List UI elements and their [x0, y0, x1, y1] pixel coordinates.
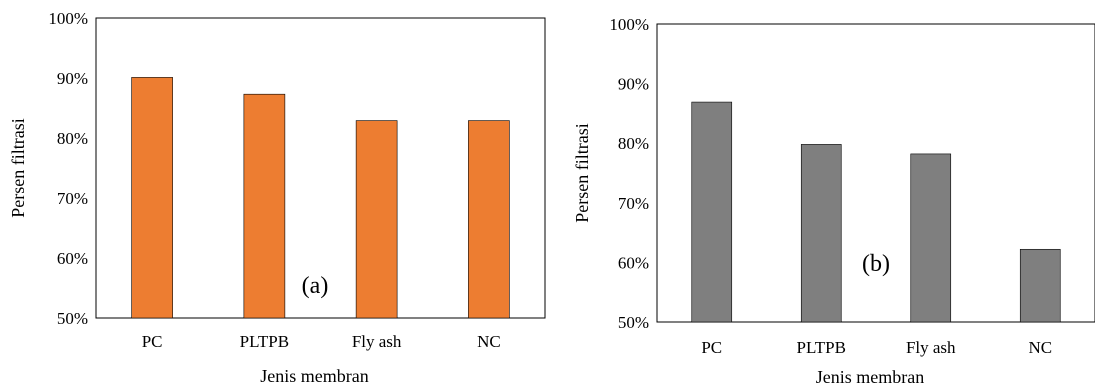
chart-b: 50% 60% 70% 80% 90% 100% PC PLTPB Fly ash NC Jenis…	[572, 15, 1095, 387]
panel-label: (a)	[302, 273, 329, 299]
y-tick-label: 50%	[618, 313, 649, 332]
bar-nc	[468, 120, 510, 319]
bar-pc	[131, 77, 173, 319]
x-tick-label: NC	[477, 332, 501, 351]
y-tick-label: 90%	[57, 69, 88, 88]
y-tick-label: 100%	[609, 15, 649, 34]
chart-a: 50% 60% 70% 80% 90% 100% PC PLTPB Fly ash NC Jenis…	[8, 9, 546, 386]
panel-label: (b)	[862, 251, 890, 277]
y-tick-label: 100%	[48, 9, 88, 28]
x-axis-title: Jenis membran	[260, 366, 368, 386]
y-tick-label: 90%	[618, 75, 649, 94]
x-tick-label: Fly ash	[352, 332, 402, 351]
y-tick-label: 50%	[57, 309, 88, 328]
x-tick-label: PC	[701, 338, 722, 357]
x-tick-label: Fly ash	[906, 338, 956, 357]
bar-fly-ash	[355, 120, 398, 319]
y-tick-label: 80%	[57, 129, 88, 148]
bar-pc	[691, 101, 733, 323]
bar-pltpb	[800, 144, 842, 323]
y-axis-title: Persen filtrasi	[8, 118, 28, 217]
plot-area-frame	[95, 17, 546, 319]
bar-pltpb	[243, 93, 286, 319]
y-tick-label: 70%	[57, 189, 88, 208]
y-tick-label: 70%	[618, 194, 649, 213]
y-tick-label: 80%	[618, 134, 649, 153]
bar-nc	[1019, 248, 1061, 323]
x-tick-label: PLTPB	[240, 332, 289, 351]
bar-fly-ash	[910, 153, 952, 323]
plot-area-frame	[656, 23, 1095, 323]
y-axis-title: Persen filtrasi	[572, 123, 592, 222]
x-tick-label: PLTPB	[797, 338, 846, 357]
x-tick-label: NC	[1028, 338, 1052, 357]
y-tick-label: 60%	[57, 249, 88, 268]
y-tick-label: 60%	[618, 253, 649, 272]
x-axis-title: Jenis membran	[816, 367, 924, 387]
x-tick-label: PC	[142, 332, 163, 351]
